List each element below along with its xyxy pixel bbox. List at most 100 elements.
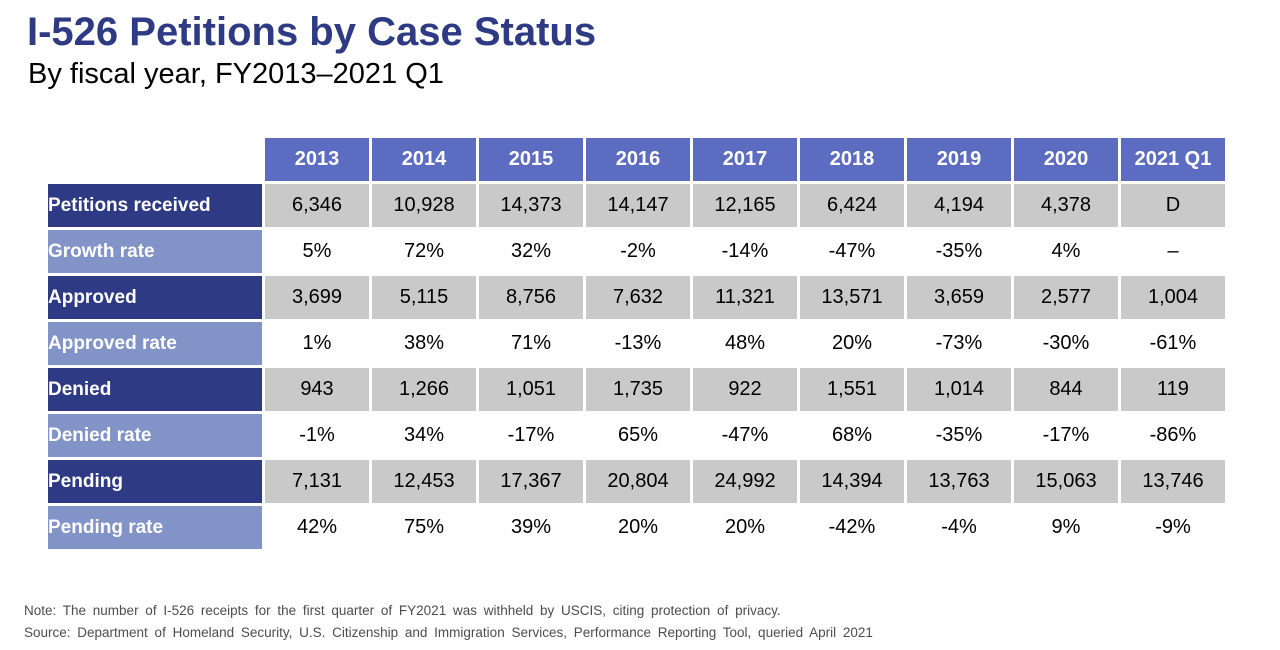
value-cell: 68% xyxy=(800,414,904,457)
value-cell: 12,453 xyxy=(372,460,476,503)
footer-notes: Note: The number of I-526 receipts for t… xyxy=(24,600,873,644)
value-cell: 4,378 xyxy=(1014,184,1118,227)
value-cell: 42% xyxy=(265,506,369,549)
value-cell: 13,571 xyxy=(800,276,904,319)
value-cell: 72% xyxy=(372,230,476,273)
value-cell: -17% xyxy=(479,414,583,457)
value-cell: 1,004 xyxy=(1121,276,1225,319)
value-cell: 14,394 xyxy=(800,460,904,503)
column-header-2020: 2020 xyxy=(1014,138,1118,181)
value-cell: 14,373 xyxy=(479,184,583,227)
table-row: Pending 7,131 12,453 17,367 20,804 24,992 14,3… xyxy=(48,460,1225,503)
value-cell: -1% xyxy=(265,414,369,457)
value-cell: -61% xyxy=(1121,322,1225,365)
value-cell: 1,051 xyxy=(479,368,583,411)
value-cell: -86% xyxy=(1121,414,1225,457)
value-cell: D xyxy=(1121,184,1225,227)
row-label-growth-rate: Growth rate xyxy=(48,230,262,273)
value-cell: 1,551 xyxy=(800,368,904,411)
value-cell: 943 xyxy=(265,368,369,411)
source-text: Source: Department of Homeland Security,… xyxy=(24,625,873,640)
value-cell: -4% xyxy=(907,506,1011,549)
row-label-denied: Denied xyxy=(48,368,262,411)
value-cell: 24,992 xyxy=(693,460,797,503)
value-cell: -2% xyxy=(586,230,690,273)
value-cell: -9% xyxy=(1121,506,1225,549)
value-cell: 71% xyxy=(479,322,583,365)
row-label-approved-rate: Approved rate xyxy=(48,322,262,365)
value-cell: 32% xyxy=(479,230,583,273)
value-cell: 13,763 xyxy=(907,460,1011,503)
value-cell: -14% xyxy=(693,230,797,273)
value-cell: 9% xyxy=(1014,506,1118,549)
table-corner-cell xyxy=(48,138,262,181)
value-cell: – xyxy=(1121,230,1225,273)
row-label-approved: Approved xyxy=(48,276,262,319)
column-header-2018: 2018 xyxy=(800,138,904,181)
table-row: Denied 943 1,266 1,051 1,735 922 1,551 1,014 844… xyxy=(48,368,1225,411)
column-header-2015: 2015 xyxy=(479,138,583,181)
value-cell: 12,165 xyxy=(693,184,797,227)
value-cell: 34% xyxy=(372,414,476,457)
value-cell: 48% xyxy=(693,322,797,365)
table-header-row: 2013 2014 2015 2016 2017 2018 2019 2020 2021 Q1 xyxy=(48,138,1225,181)
value-cell: 15,063 xyxy=(1014,460,1118,503)
value-cell: 5% xyxy=(265,230,369,273)
value-cell: -47% xyxy=(800,230,904,273)
row-label-petitions-received: Petitions received xyxy=(48,184,262,227)
value-cell: 6,424 xyxy=(800,184,904,227)
value-cell: -13% xyxy=(586,322,690,365)
value-cell: -35% xyxy=(907,230,1011,273)
column-header-2019: 2019 xyxy=(907,138,1011,181)
value-cell: 65% xyxy=(586,414,690,457)
value-cell: 3,699 xyxy=(265,276,369,319)
value-cell: 1% xyxy=(265,322,369,365)
value-cell: 1,014 xyxy=(907,368,1011,411)
value-cell: 1,735 xyxy=(586,368,690,411)
column-header-2016: 2016 xyxy=(586,138,690,181)
value-cell: 20% xyxy=(800,322,904,365)
value-cell: 1,266 xyxy=(372,368,476,411)
value-cell: -35% xyxy=(907,414,1011,457)
value-cell: 39% xyxy=(479,506,583,549)
value-cell: -17% xyxy=(1014,414,1118,457)
value-cell: 4% xyxy=(1014,230,1118,273)
value-cell: 922 xyxy=(693,368,797,411)
row-label-denied-rate: Denied rate xyxy=(48,414,262,457)
page-title: I-526 Petitions by Case Status xyxy=(27,10,597,54)
value-cell: -30% xyxy=(1014,322,1118,365)
value-cell: -73% xyxy=(907,322,1011,365)
petitions-table: 2013 2014 2015 2016 2017 2018 2019 2020 2021 Q1 … xyxy=(45,135,1228,552)
table-row: Approved 3,699 5,115 8,756 7,632 11,321 13,571… xyxy=(48,276,1225,319)
value-cell: 13,746 xyxy=(1121,460,1225,503)
table-row: Growth rate 5% 72% 32% -2% -14% -47% -35% 4% – xyxy=(48,230,1225,273)
value-cell: 17,367 xyxy=(479,460,583,503)
table-row: Approved rate 1% 38% 71% -13% 48% 20% -73% -30% -… xyxy=(48,322,1225,365)
value-cell: 20,804 xyxy=(586,460,690,503)
value-cell: 2,577 xyxy=(1014,276,1118,319)
value-cell: 75% xyxy=(372,506,476,549)
value-cell: 3,659 xyxy=(907,276,1011,319)
column-header-2013: 2013 xyxy=(265,138,369,181)
page-subtitle: By fiscal year, FY2013–2021 Q1 xyxy=(28,58,444,90)
column-header-2021-q1: 2021 Q1 xyxy=(1121,138,1225,181)
value-cell: 20% xyxy=(586,506,690,549)
value-cell: 10,928 xyxy=(372,184,476,227)
value-cell: 20% xyxy=(693,506,797,549)
value-cell: -42% xyxy=(800,506,904,549)
table-row: Pending rate 42% 75% 39% 20% 20% -42% -4% 9% -9% xyxy=(48,506,1225,549)
table-row: Petitions received 6,346 10,928 14,373 14,14… xyxy=(48,184,1225,227)
value-cell: 5,115 xyxy=(372,276,476,319)
value-cell: 7,632 xyxy=(586,276,690,319)
value-cell: 844 xyxy=(1014,368,1118,411)
value-cell: 8,756 xyxy=(479,276,583,319)
note-text: Note: The number of I-526 receipts for t… xyxy=(24,603,781,618)
row-label-pending-rate: Pending rate xyxy=(48,506,262,549)
value-cell: 119 xyxy=(1121,368,1225,411)
value-cell: 6,346 xyxy=(265,184,369,227)
value-cell: 38% xyxy=(372,322,476,365)
value-cell: 4,194 xyxy=(907,184,1011,227)
row-label-pending: Pending xyxy=(48,460,262,503)
table-body: Petitions received 6,346 10,928 14,373 14,14… xyxy=(48,184,1225,549)
